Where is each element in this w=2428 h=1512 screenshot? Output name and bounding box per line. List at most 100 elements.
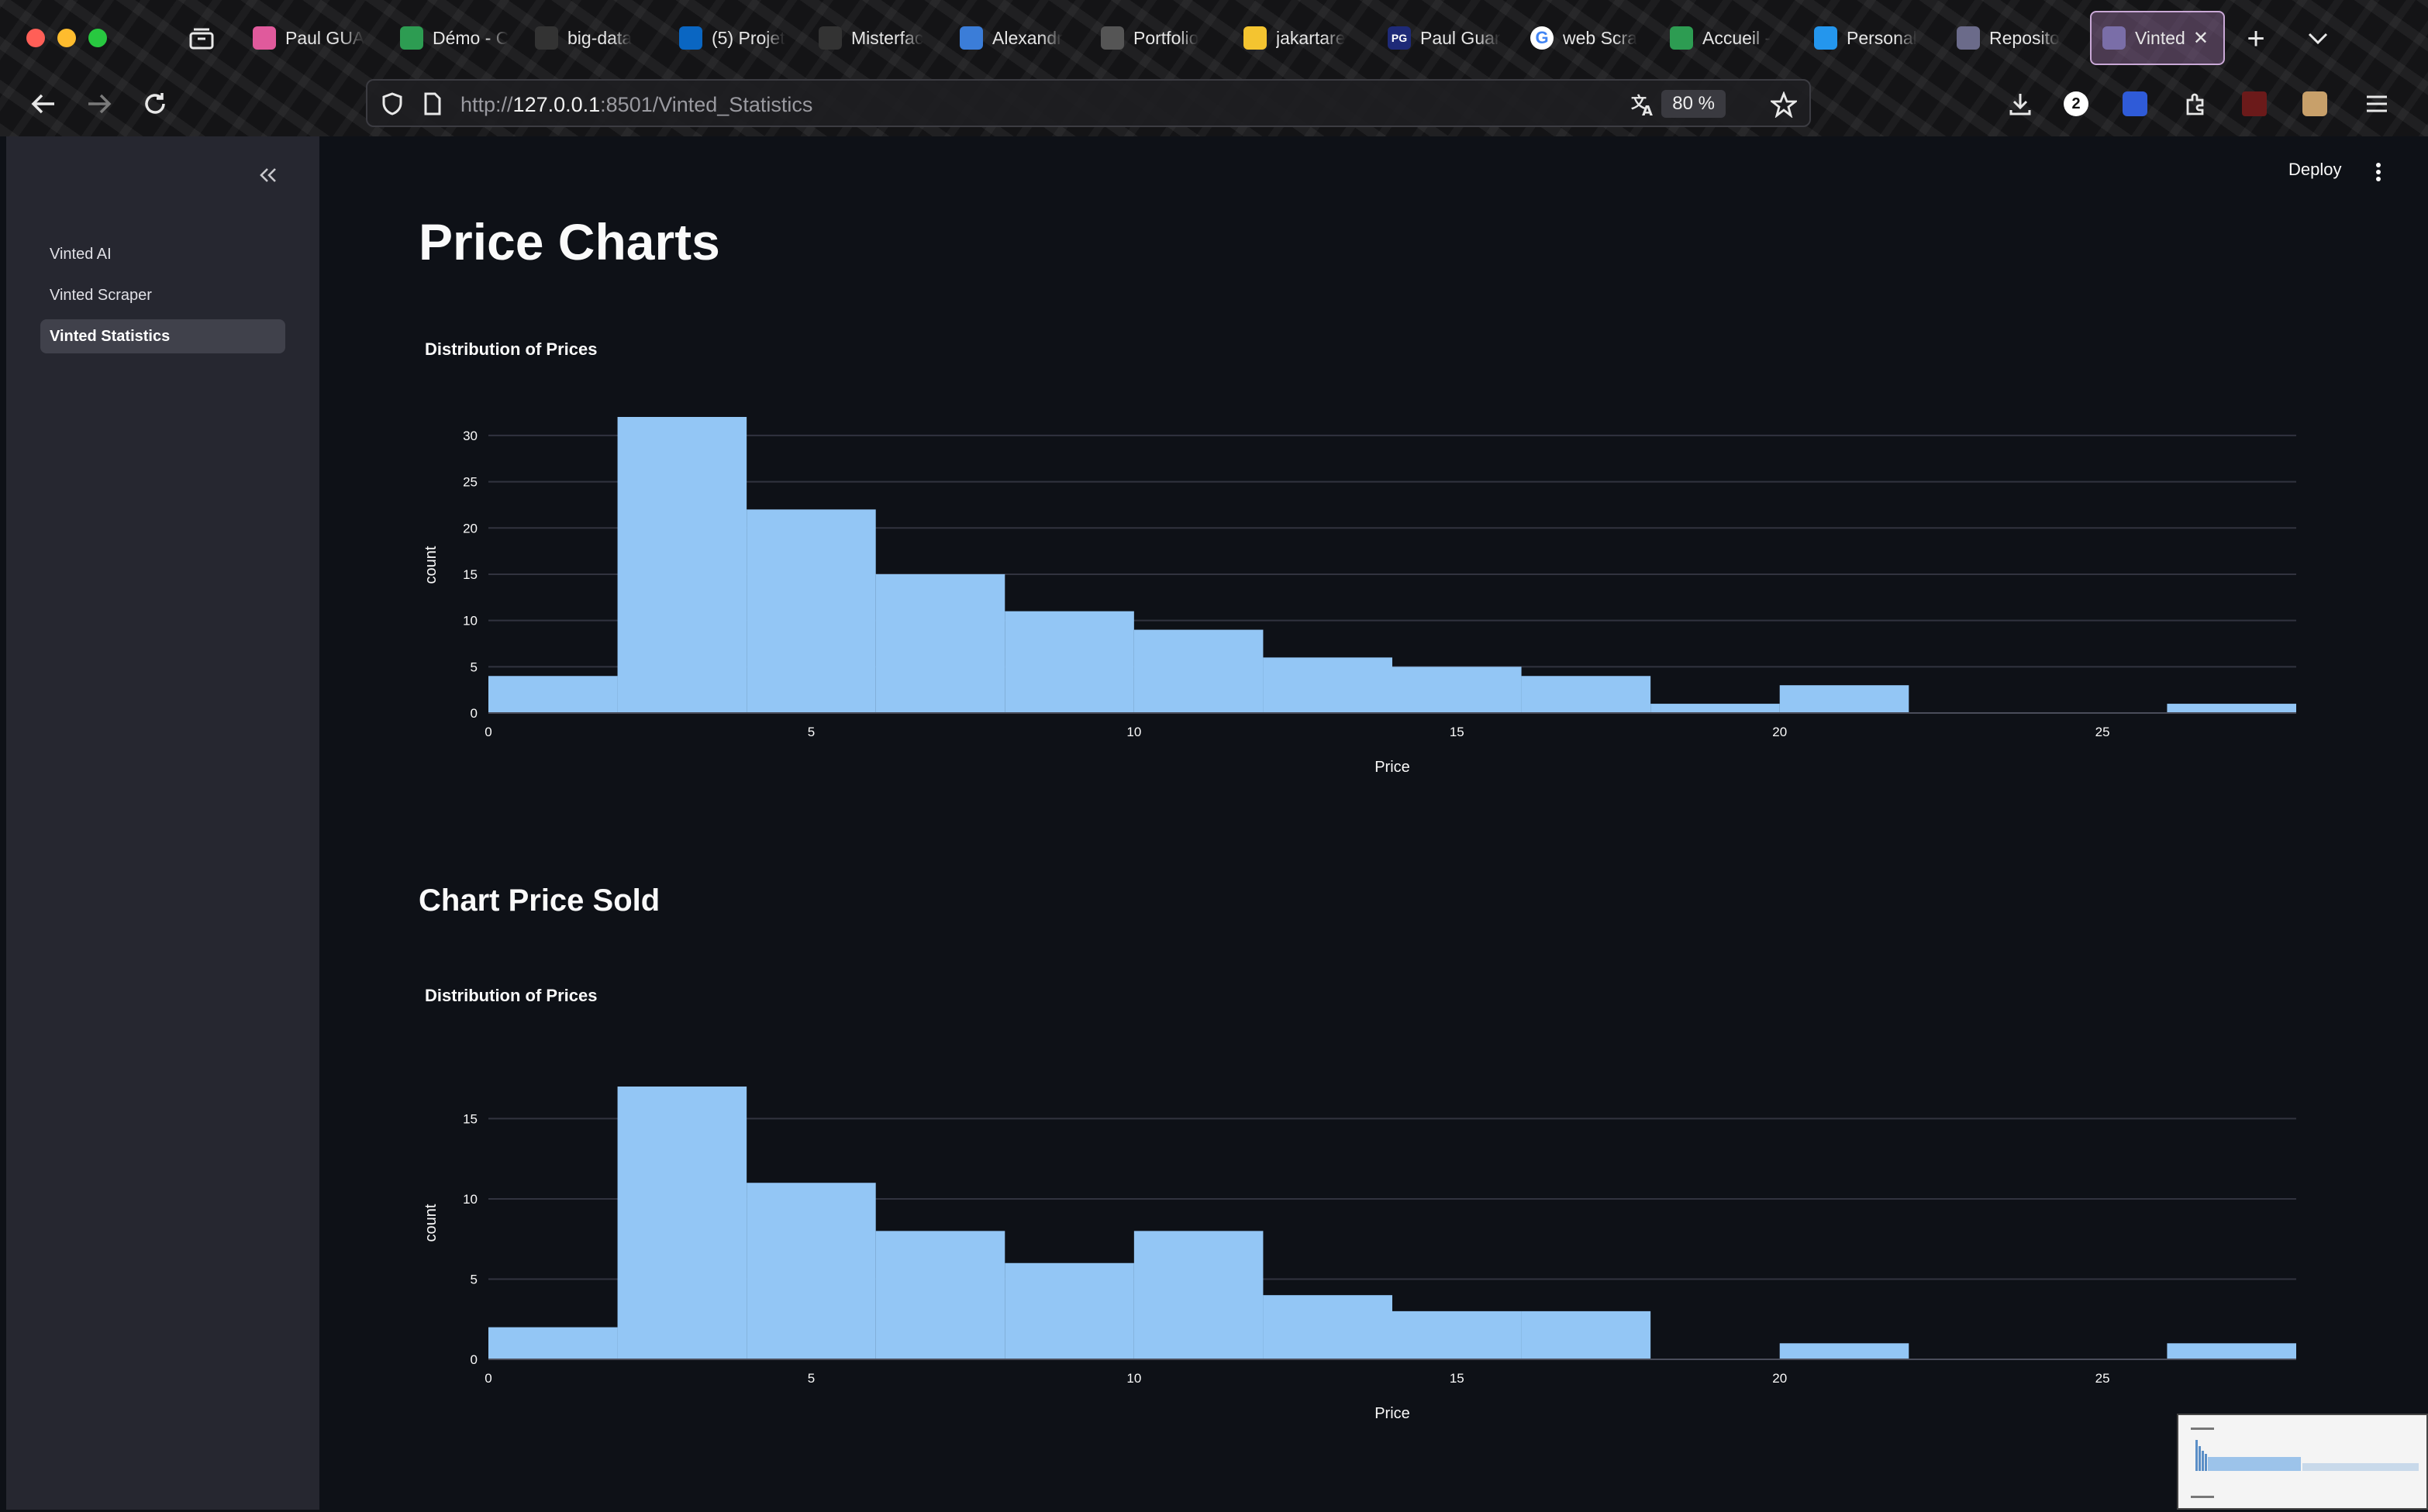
y-tick-label: 5 (471, 660, 478, 674)
pg-icon: PG (1388, 26, 1411, 50)
histogram-bar[interactable] (1521, 676, 1651, 713)
tab-label: big-data (567, 27, 633, 48)
browser-tab[interactable]: Vinted ✕ (2090, 11, 2225, 65)
github-icon (535, 26, 558, 50)
docker-icon (1814, 26, 1837, 50)
x-tick-label: 15 (1450, 1371, 1464, 1386)
extension-blue-icon[interactable] (2123, 91, 2147, 116)
sidebar-item-vinted-scraper[interactable]: Vinted Scraper (50, 287, 152, 304)
y-tick-label: 25 (463, 475, 478, 490)
x-tick-label: 25 (2095, 725, 2110, 739)
tab-strip: Paul GUA Démo - C big-data (5) Projet Mister… (178, 11, 2288, 65)
histogram-bar[interactable] (617, 417, 747, 713)
page-thumbnail-preview[interactable] (2177, 1414, 2428, 1510)
browser-tab[interactable]: PG Paul Guar (1388, 11, 1512, 65)
tab-label: Alexandr (992, 27, 1063, 48)
histogram-bar[interactable] (1650, 704, 1780, 713)
x-axis-label: Price (1374, 759, 1410, 776)
sidebar-item-vinted-ai[interactable]: Vinted AI (50, 246, 112, 263)
collapse-sidebar-icon[interactable] (251, 158, 285, 192)
download-icon[interactable] (2003, 87, 2037, 121)
histogram-bar[interactable] (488, 1327, 618, 1359)
x-tick-label: 20 (1772, 1371, 1787, 1386)
y-tick-label: 15 (463, 1111, 478, 1126)
histogram-bar[interactable] (747, 509, 876, 713)
browser-tab[interactable]: big-data (535, 11, 659, 65)
browser-tab[interactable]: Misterfac (819, 11, 943, 65)
tab-overview-icon[interactable] (186, 23, 217, 54)
y-tick-label: 10 (463, 1192, 478, 1207)
histogram-bar[interactable] (1521, 1311, 1651, 1359)
y-tick-label: 0 (471, 706, 478, 721)
notification-badge-icon[interactable]: 2 (2064, 91, 2088, 116)
browser-tab[interactable]: Paul GUA (253, 11, 377, 65)
close-window-button[interactable] (26, 29, 45, 47)
browser-tab[interactable]: Alexandr (960, 11, 1084, 65)
histogram-bar[interactable] (1133, 629, 1264, 713)
histogram-bar[interactable] (1133, 1231, 1264, 1359)
main-menu-kebab-icon[interactable] (2364, 155, 2392, 189)
zoom-level-badge[interactable]: 80 % (1661, 90, 1726, 118)
minimize-window-button[interactable] (57, 29, 76, 47)
histogram-bar[interactable] (1005, 611, 1134, 713)
sidebar-item-vinted-statistics[interactable]: Vinted Statistics (40, 319, 285, 353)
close-tab-icon[interactable]: ✕ (2192, 27, 2209, 49)
monitor-icon (960, 26, 983, 50)
y-tick-label: 30 (463, 429, 478, 443)
streamlit-icon (2102, 26, 2126, 50)
google-drive-icon (1670, 26, 1693, 50)
page-title: Price Charts (419, 213, 720, 270)
url-text[interactable]: http://127.0.0.1:8501/Vinted_Statistics (460, 93, 812, 117)
histogram-bar[interactable] (1779, 685, 1909, 713)
maximize-window-button[interactable] (88, 29, 107, 47)
forward-arrow-icon[interactable] (82, 87, 116, 121)
histogram-bar[interactable] (2167, 1343, 2296, 1359)
tab-label: Vinted (2135, 27, 2185, 48)
section-title: Chart Price Sold (419, 883, 660, 918)
thumbnail-chart-icon (2191, 1428, 2419, 1498)
tab-label: Portfolio (1133, 27, 1199, 48)
histogram-bar[interactable] (747, 1183, 876, 1359)
bookmark-star-icon[interactable] (1769, 90, 1799, 119)
extension-profile-icon[interactable] (2302, 91, 2327, 116)
hamburger-menu-icon[interactable] (2360, 87, 2394, 121)
address-bar[interactable]: http://127.0.0.1:8501/Vinted_Statistics … (366, 79, 1811, 127)
histogram-bar[interactable] (1005, 1262, 1134, 1359)
browser-tab[interactable]: Reposito (1957, 11, 2081, 65)
histogram-bar[interactable] (1779, 1343, 1909, 1359)
browser-tab[interactable]: Portfolio (1101, 11, 1225, 65)
reload-icon[interactable] (138, 87, 172, 121)
histogram-bar[interactable] (1263, 1295, 1392, 1359)
y-axis-label: count (422, 1204, 440, 1242)
browser-tab[interactable]: jakartare (1243, 11, 1367, 65)
histogram-bar[interactable] (875, 573, 1005, 713)
svg-text:文: 文 (1631, 93, 1647, 112)
histogram-bar[interactable] (1392, 1311, 1522, 1359)
extensions-puzzle-icon[interactable] (2178, 87, 2212, 121)
url-scheme: http:// (460, 93, 513, 116)
browser-tab[interactable]: Accueil - (1670, 11, 1794, 65)
page-info-icon[interactable] (419, 90, 447, 118)
extension-red-icon[interactable] (2242, 91, 2267, 116)
browser-tab[interactable]: (5) Projet (679, 11, 803, 65)
tab-label: web Scra (1563, 27, 1637, 48)
histogram-bar[interactable] (617, 1087, 747, 1359)
browser-tab[interactable]: Personal (1814, 11, 1938, 65)
tab-list-chevron-icon[interactable] (2302, 23, 2333, 54)
hugging-face-icon (1243, 26, 1267, 50)
deploy-button[interactable]: Deploy (2288, 160, 2342, 179)
github-icon (819, 26, 842, 50)
back-arrow-icon[interactable] (26, 87, 60, 121)
x-tick-label: 0 (485, 725, 491, 739)
histogram-bar[interactable] (488, 676, 618, 713)
histogram-bar[interactable] (1392, 666, 1522, 713)
histogram-bar[interactable] (2167, 704, 2296, 713)
histogram-bar[interactable] (1263, 657, 1392, 713)
browser-tab[interactable]: Démo - C (400, 11, 524, 65)
shield-icon[interactable] (378, 90, 406, 118)
y-axis-label: count (422, 546, 440, 584)
new-tab-icon[interactable]: + (2247, 21, 2265, 56)
histogram-bar[interactable] (875, 1231, 1005, 1359)
